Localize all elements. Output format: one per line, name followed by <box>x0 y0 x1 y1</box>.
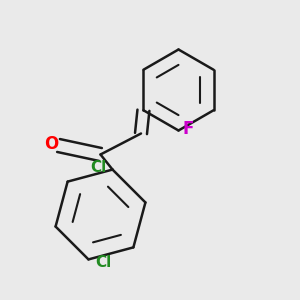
Text: Cl: Cl <box>90 160 106 175</box>
Text: O: O <box>44 135 58 153</box>
Text: Cl: Cl <box>95 255 112 270</box>
Text: F: F <box>182 120 194 138</box>
